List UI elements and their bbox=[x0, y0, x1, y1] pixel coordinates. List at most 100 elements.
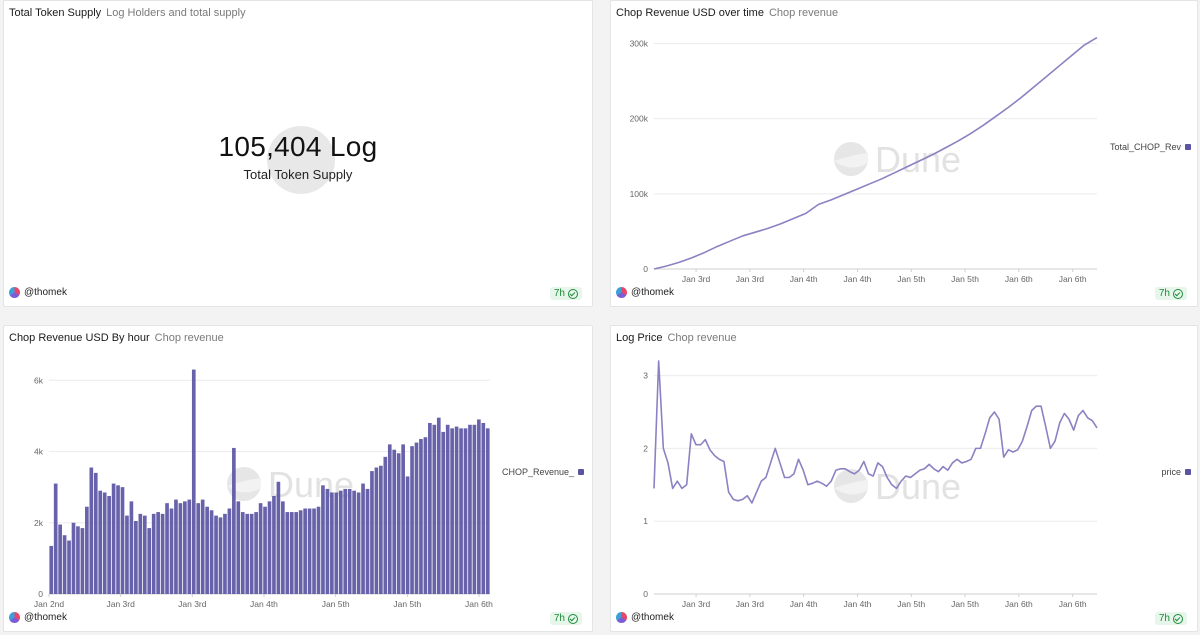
bar bbox=[125, 515, 129, 594]
data-point bbox=[718, 458, 720, 460]
data-point bbox=[703, 251, 705, 253]
x-tick-label: Jan 2nd bbox=[34, 599, 65, 609]
data-point bbox=[760, 480, 762, 482]
bar bbox=[147, 528, 152, 594]
data-point bbox=[1082, 409, 1084, 411]
line-chart-revenue[interactable]: Dune 0 100k 200k 300k Jan 3rd Jan 3rd Jan 4th Ja… bbox=[611, 1, 1198, 307]
data-point bbox=[942, 465, 944, 467]
data-point bbox=[765, 476, 767, 478]
x-tick-label: Jan 5th bbox=[951, 274, 979, 284]
data-point bbox=[1035, 405, 1037, 407]
panel-subtitle[interactable]: Chop revenue bbox=[154, 332, 224, 344]
panel-title[interactable]: Chop Revenue USD over time Chop revenue bbox=[616, 7, 838, 19]
bar bbox=[307, 508, 312, 594]
y-tick-label: 0 bbox=[38, 589, 43, 599]
x-tick-label: Jan 3rd bbox=[736, 599, 765, 609]
data-point bbox=[797, 458, 799, 460]
bar bbox=[441, 431, 446, 594]
panel-subtitle[interactable]: Chop revenue bbox=[768, 7, 839, 19]
bar bbox=[387, 444, 392, 594]
data-point bbox=[872, 475, 874, 477]
bar bbox=[160, 513, 165, 594]
data-point bbox=[716, 245, 718, 247]
data-point bbox=[1054, 440, 1056, 442]
data-point bbox=[811, 482, 813, 484]
author-link[interactable]: @thomek bbox=[9, 612, 67, 623]
data-point bbox=[1045, 75, 1047, 77]
y-tick-label: 2 bbox=[643, 443, 648, 453]
data-point bbox=[653, 487, 655, 489]
line-chart-price[interactable]: Dune 0 1 2 3 Jan 3rd Jan 3rd Jan 4th Jan 4th Jan … bbox=[611, 326, 1198, 632]
panel-title[interactable]: Log Price Chop revenue bbox=[616, 332, 737, 344]
bar bbox=[98, 490, 103, 594]
data-point bbox=[807, 484, 809, 486]
bar bbox=[183, 501, 187, 594]
y-tick-label: 0 bbox=[643, 264, 648, 274]
author-link[interactable]: @thomek bbox=[616, 612, 674, 623]
x-tick-label: Jan 5th bbox=[897, 599, 925, 609]
x-tick-label: Jan 6th bbox=[1005, 599, 1033, 609]
panel-log-price: Log Price Chop revenue Dune 0 1 2 3 Jan 3rd Jan… bbox=[610, 325, 1198, 632]
panel-subtitle[interactable]: Log Holders and total supply bbox=[106, 7, 246, 19]
x-tick-label: Jan 5th bbox=[322, 599, 350, 609]
freshness-badge[interactable]: 7h bbox=[549, 287, 582, 300]
legend-label: Total_CHOP_Rev bbox=[1110, 142, 1182, 152]
panel-subtitle[interactable]: Chop revenue bbox=[667, 332, 737, 344]
panel-revenue-by-hour: Chop Revenue USD By hour Chop revenue Dun… bbox=[3, 325, 593, 632]
counter: 105,404 Log Total Token Supply bbox=[4, 1, 592, 306]
panel-title-text: Total Token Supply bbox=[9, 7, 102, 19]
data-point bbox=[821, 482, 823, 484]
data-point bbox=[923, 468, 925, 470]
data-point bbox=[662, 447, 664, 449]
panel-title[interactable]: Chop Revenue USD By hour Chop revenue bbox=[9, 332, 224, 344]
data-point bbox=[1007, 106, 1009, 108]
data-point bbox=[779, 223, 781, 225]
x-tick-label: Jan 5th bbox=[393, 599, 421, 609]
data-point bbox=[1072, 429, 1074, 431]
data-point bbox=[1091, 420, 1093, 422]
x-tick-label: Jan 5th bbox=[897, 274, 925, 284]
data-point bbox=[709, 449, 711, 451]
author-link[interactable]: @thomek bbox=[9, 287, 67, 298]
data-point bbox=[805, 212, 807, 214]
data-point bbox=[816, 480, 818, 482]
bar bbox=[71, 522, 76, 594]
data-point bbox=[678, 261, 680, 263]
bar bbox=[227, 508, 232, 594]
data-point bbox=[1083, 44, 1085, 46]
bar bbox=[396, 453, 401, 594]
x-tick-label: Jan 6th bbox=[465, 599, 493, 609]
data-point bbox=[741, 235, 743, 237]
data-point bbox=[839, 468, 841, 470]
data-point bbox=[691, 257, 693, 259]
bar bbox=[169, 508, 174, 594]
freshness-badge[interactable]: 7h bbox=[1154, 612, 1187, 625]
bar bbox=[334, 492, 339, 594]
freshness-badge[interactable]: 7h bbox=[549, 612, 582, 625]
data-point bbox=[1063, 412, 1065, 414]
bar bbox=[330, 492, 334, 594]
data-point bbox=[1086, 417, 1088, 419]
freshness-badge[interactable]: 7h bbox=[1154, 287, 1187, 300]
author-link[interactable]: @thomek bbox=[616, 287, 674, 298]
bar bbox=[392, 449, 397, 594]
panel-total-token-supply: Total Token Supply Log Holders and total … bbox=[3, 0, 593, 307]
data-point bbox=[767, 227, 769, 229]
data-point bbox=[905, 475, 907, 477]
data-point bbox=[965, 460, 967, 462]
data-point bbox=[657, 360, 659, 362]
data-point bbox=[685, 484, 687, 486]
data-point bbox=[1045, 425, 1047, 427]
data-point bbox=[1020, 96, 1022, 98]
data-point bbox=[961, 462, 963, 464]
counter-value: 105,404 Log bbox=[218, 131, 378, 162]
bar bbox=[281, 501, 285, 594]
data-point bbox=[774, 447, 776, 449]
avatar bbox=[9, 612, 20, 623]
data-point bbox=[653, 268, 655, 270]
data-point bbox=[914, 473, 916, 475]
avatar bbox=[616, 612, 627, 623]
panel-title[interactable]: Total Token Supply Log Holders and total … bbox=[9, 7, 246, 19]
bar bbox=[374, 467, 379, 594]
